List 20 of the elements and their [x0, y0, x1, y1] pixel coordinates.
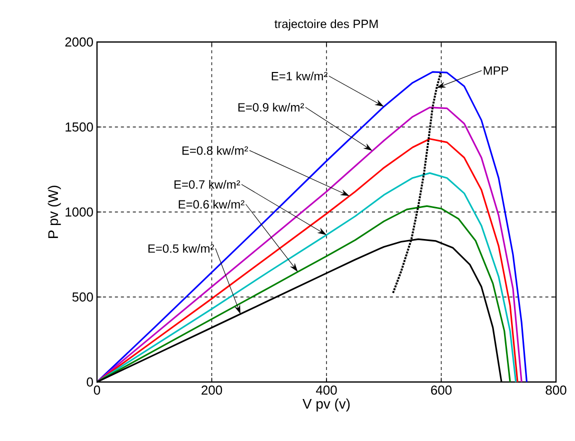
- annotation: E=0.9 kw/m²: [238, 102, 304, 112]
- y-tick-label: 1500: [66, 122, 93, 132]
- x-tick-label: 0: [94, 386, 100, 395]
- annotation: E=0.7 kw/m²: [174, 180, 240, 189]
- annotation: MPP: [484, 66, 508, 75]
- x-axis-title: V pv (v): [302, 398, 350, 412]
- y-axis-title: P pv (W): [48, 186, 61, 238]
- annotation: E=0.6 kw/m²: [178, 200, 244, 209]
- annotation: E=1 kw/m²: [272, 72, 328, 80]
- y-tick-label: 2000: [65, 37, 93, 47]
- x-tick-label: 400: [316, 386, 337, 395]
- x-tick-label: 600: [431, 386, 452, 395]
- annotation: E=0.8 kw/m²: [182, 146, 248, 155]
- y-tick-label: 500: [72, 292, 93, 302]
- y-tick-label: 1000: [66, 207, 93, 217]
- x-tick-label: 200: [202, 386, 222, 395]
- x-tick-label: 800: [546, 386, 566, 395]
- chart-title: trajectoire des PPM: [274, 19, 378, 30]
- annotation: E=0.5 kw/m²: [148, 244, 214, 253]
- y-tick-label: 0: [86, 377, 93, 387]
